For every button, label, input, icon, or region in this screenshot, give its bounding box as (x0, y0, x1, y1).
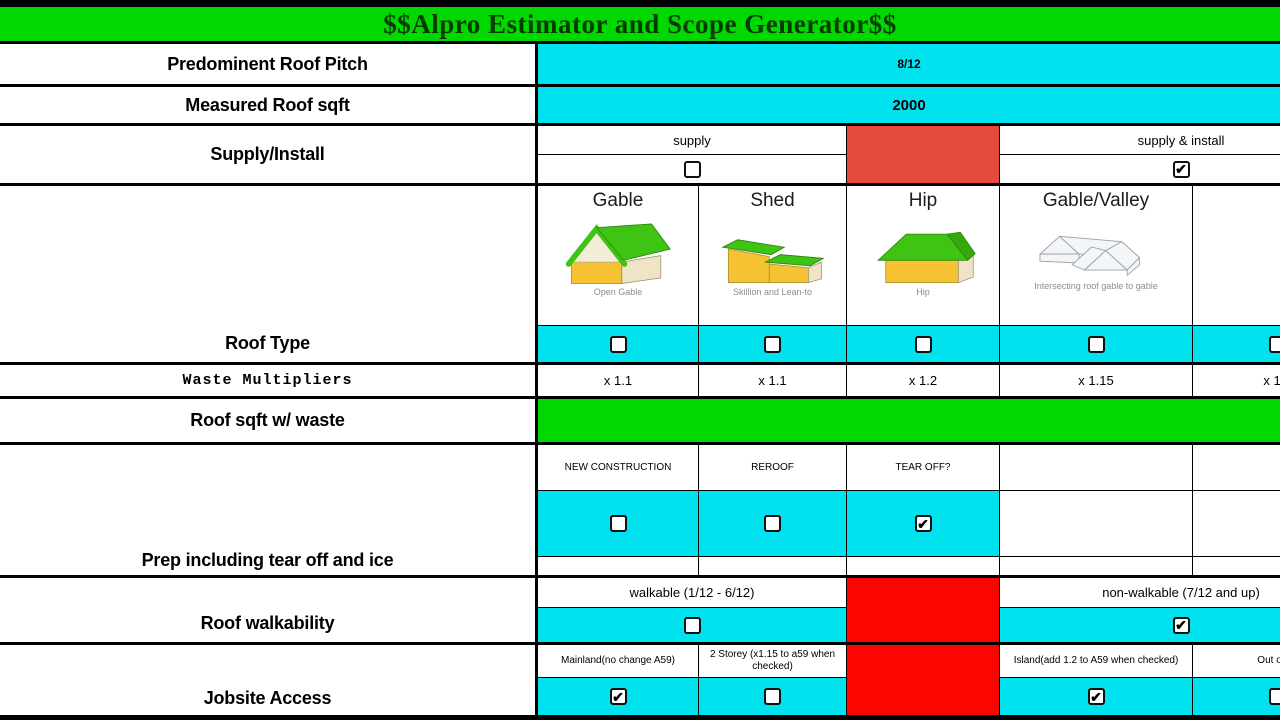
access-column-two-storey: 2 Storey (x1.15 to a59 when checked) (699, 645, 847, 715)
non-walkable-option-label: non-walkable (7/12 and up) (1000, 578, 1280, 608)
prep-column-reroof: REROOF (699, 445, 847, 575)
roof-type-hip-checkbox[interactable] (914, 335, 932, 353)
prep-column-tear-off: TEAR OFF? (847, 445, 1000, 575)
prep-column-new-construction: NEW CONSTRUCTION (538, 445, 699, 575)
supply-checkbox[interactable] (683, 160, 701, 178)
roof-pitch-label: Predominent Roof Pitch (0, 44, 538, 84)
access-column-island: Island(add 1.2 to A59 when checked) (1000, 645, 1193, 715)
row-supply-install: Supply/Install supply supply & install (0, 126, 1280, 186)
roof-type-column-gable: Gable Open Gable (538, 186, 699, 362)
roof-type-column-hip: Hip Hip (847, 186, 1000, 362)
row-roof-type: Roof Type Gable Open Gable (0, 186, 1280, 365)
supply-red-divider-cell (847, 126, 1000, 183)
walkable-checkbox[interactable] (683, 616, 701, 634)
tear-off-label: TEAR OFF? (847, 445, 999, 491)
supply-install-option-group: supply & install (1000, 126, 1280, 183)
walkable-option-group: walkable (1/12 - 6/12) (538, 578, 847, 642)
island-label: Island(add 1.2 to A59 when checked) (1000, 645, 1192, 678)
gable-caption: Open Gable (593, 287, 643, 297)
waste-value-shed: x 1.1 (758, 373, 787, 388)
out-of-town-checkbox[interactable] (1269, 688, 1280, 705)
prep-column-empty-2 (1193, 445, 1280, 575)
open-gable-image (565, 223, 671, 284)
waste-value-hip: x 1.2 (908, 373, 938, 388)
prep-column-empty-1 (1000, 445, 1193, 575)
sqft-with-waste-result-cell (538, 399, 1280, 442)
supply-install-label: Supply/Install (0, 126, 538, 183)
roof-type-column-gable-valley: Gable/Valley Intersecting roof gable (1000, 186, 1193, 362)
waste-multipliers-label: Waste Multipliers (0, 365, 538, 396)
supply-install-option-label: supply & install (1000, 126, 1280, 155)
two-storey-checkbox[interactable] (764, 688, 781, 705)
shed-title: Shed (750, 190, 795, 211)
supply-option-label: supply (538, 126, 846, 155)
row-measured-sqft: Measured Roof sqft 2000 (0, 87, 1280, 126)
walkability-red-divider-cell (847, 578, 1000, 642)
roof-type-column-extra (1193, 186, 1280, 362)
access-red-divider-cell (847, 645, 1000, 715)
roof-type-gable-valley-checkbox[interactable] (1087, 335, 1105, 353)
row-waste-multipliers: Waste Multipliers x 1.1 x 1.1 x 1.2 x 1.… (0, 365, 1280, 399)
walkability-label: Roof walkability (0, 578, 538, 642)
roof-type-gable-checkbox[interactable] (609, 335, 627, 353)
mainland-label: Mainland(no change A59) (538, 645, 698, 678)
new-construction-checkbox[interactable] (609, 515, 627, 532)
gable-title: Gable (592, 190, 644, 211)
walkable-option-label: walkable (1/12 - 6/12) (538, 578, 846, 608)
measured-sqft-value-cell[interactable]: 2000 (538, 87, 1280, 123)
roof-pitch-value-cell[interactable]: 8/12 (538, 44, 1280, 84)
reroof-checkbox[interactable] (764, 515, 781, 532)
new-construction-label: NEW CONSTRUCTION (538, 445, 698, 491)
roof-type-shed-checkbox[interactable] (764, 335, 781, 353)
roof-type-column-shed: Shed Skillion and Lean-to (699, 186, 847, 362)
hip-title: Hip (908, 190, 938, 211)
sqft-with-waste-label: Roof sqft w/ waste (0, 399, 538, 442)
supply-install-checkbox[interactable] (1172, 160, 1190, 178)
gable-valley-title: Gable/Valley (1042, 190, 1150, 211)
access-column-mainland: Mainland(no change A59) (538, 645, 699, 715)
mainland-checkbox[interactable] (609, 688, 627, 705)
row-jobsite-access: Jobsite Access Mainland(no change A59) 2… (0, 645, 1280, 720)
hip-caption: Hip (916, 287, 930, 297)
measured-sqft-label: Measured Roof sqft (0, 87, 538, 123)
row-prep: Prep including tear off and ice NEW CONS… (0, 445, 1280, 578)
non-walkable-option-group: non-walkable (7/12 and up) (1000, 578, 1280, 642)
skillion-lean-to-image (720, 239, 825, 284)
jobsite-access-label: Jobsite Access (0, 645, 538, 715)
waste-value-gable-valley: x 1.15 (1078, 373, 1114, 388)
gable-valley-image (1039, 235, 1140, 276)
waste-value-extra: x 1.1 (1263, 373, 1280, 388)
island-checkbox[interactable] (1087, 688, 1105, 705)
supply-option-group: supply (538, 126, 847, 183)
row-walkability: Roof walkability walkable (1/12 - 6/12) … (0, 578, 1280, 645)
hip-roof-image (877, 231, 976, 284)
shed-caption: Skillion and Lean-to (732, 287, 813, 297)
reroof-label: REROOF (699, 445, 846, 491)
prep-label: Prep including tear off and ice (0, 445, 538, 575)
access-column-out-of-town: Out of To (1193, 645, 1280, 715)
roof-type-label: Roof Type (0, 186, 538, 362)
gable-valley-caption: Intersecting roof gable to gable (1034, 281, 1158, 291)
page-title: $$Alpro Estimator and Scope Generator$$ (0, 7, 1280, 44)
two-storey-label: 2 Storey (x1.15 to a59 when checked) (699, 645, 846, 678)
tear-off-checkbox[interactable] (914, 515, 932, 532)
out-of-town-label: Out of To (1193, 645, 1280, 678)
row-roof-pitch: Predominent Roof Pitch 8/12 (0, 44, 1280, 87)
row-sqft-with-waste: Roof sqft w/ waste (0, 399, 1280, 445)
waste-value-gable: x 1.1 (603, 373, 633, 388)
non-walkable-checkbox[interactable] (1172, 616, 1190, 634)
roof-type-extra-checkbox[interactable] (1269, 335, 1280, 353)
